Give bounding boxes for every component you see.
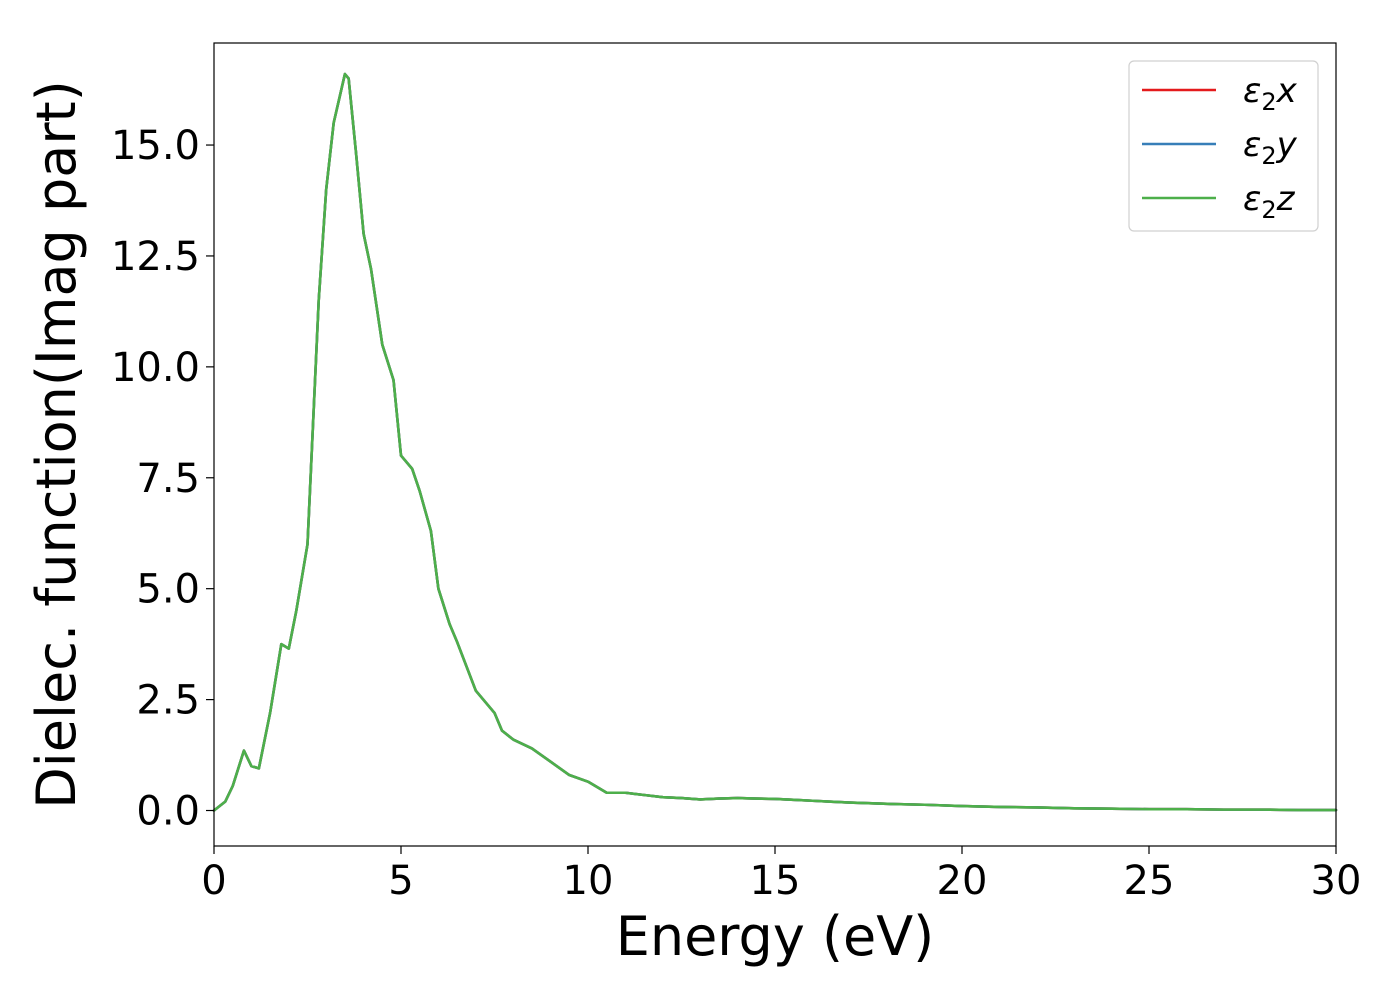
y-tick-label: 15.0 [111, 123, 200, 169]
y-axis: 0.0 2.5 5.0 7.5 10.0 12.5 15.0 [111, 123, 214, 835]
x-tick-label: 30 [1311, 858, 1362, 904]
series-layer [212, 72, 1338, 812]
legend-label-0: ε2x [1243, 71, 1298, 116]
legend-label-2: ε2z [1243, 179, 1296, 224]
y-tick-label: 10.0 [111, 345, 200, 391]
x-tick-label: 25 [1124, 858, 1175, 904]
x-axis-title: Energy (eV) [616, 905, 935, 968]
x-axis: 0 5 10 15 20 25 30 [201, 846, 1361, 904]
x-tick-label: 15 [750, 858, 801, 904]
x-tick-label: 0 [201, 858, 226, 904]
legend-box [1128, 60, 1319, 232]
y-tick-label: 2.5 [136, 678, 200, 724]
legend-label-1: ε2y [1243, 125, 1298, 170]
series-line-2 [212, 72, 1338, 812]
y-tick-label: 5.0 [136, 567, 200, 613]
x-tick-label: 20 [937, 858, 988, 904]
y-axis-title: Dielec. function(Imag part) [25, 80, 88, 809]
y-tick-label: 12.5 [111, 234, 200, 280]
x-tick-label: 5 [388, 858, 413, 904]
y-tick-label: 0.0 [136, 789, 200, 835]
y-tick-label: 7.5 [136, 456, 200, 502]
legend: ε2x ε2y ε2z [1128, 60, 1319, 232]
x-tick-label: 10 [563, 858, 614, 904]
